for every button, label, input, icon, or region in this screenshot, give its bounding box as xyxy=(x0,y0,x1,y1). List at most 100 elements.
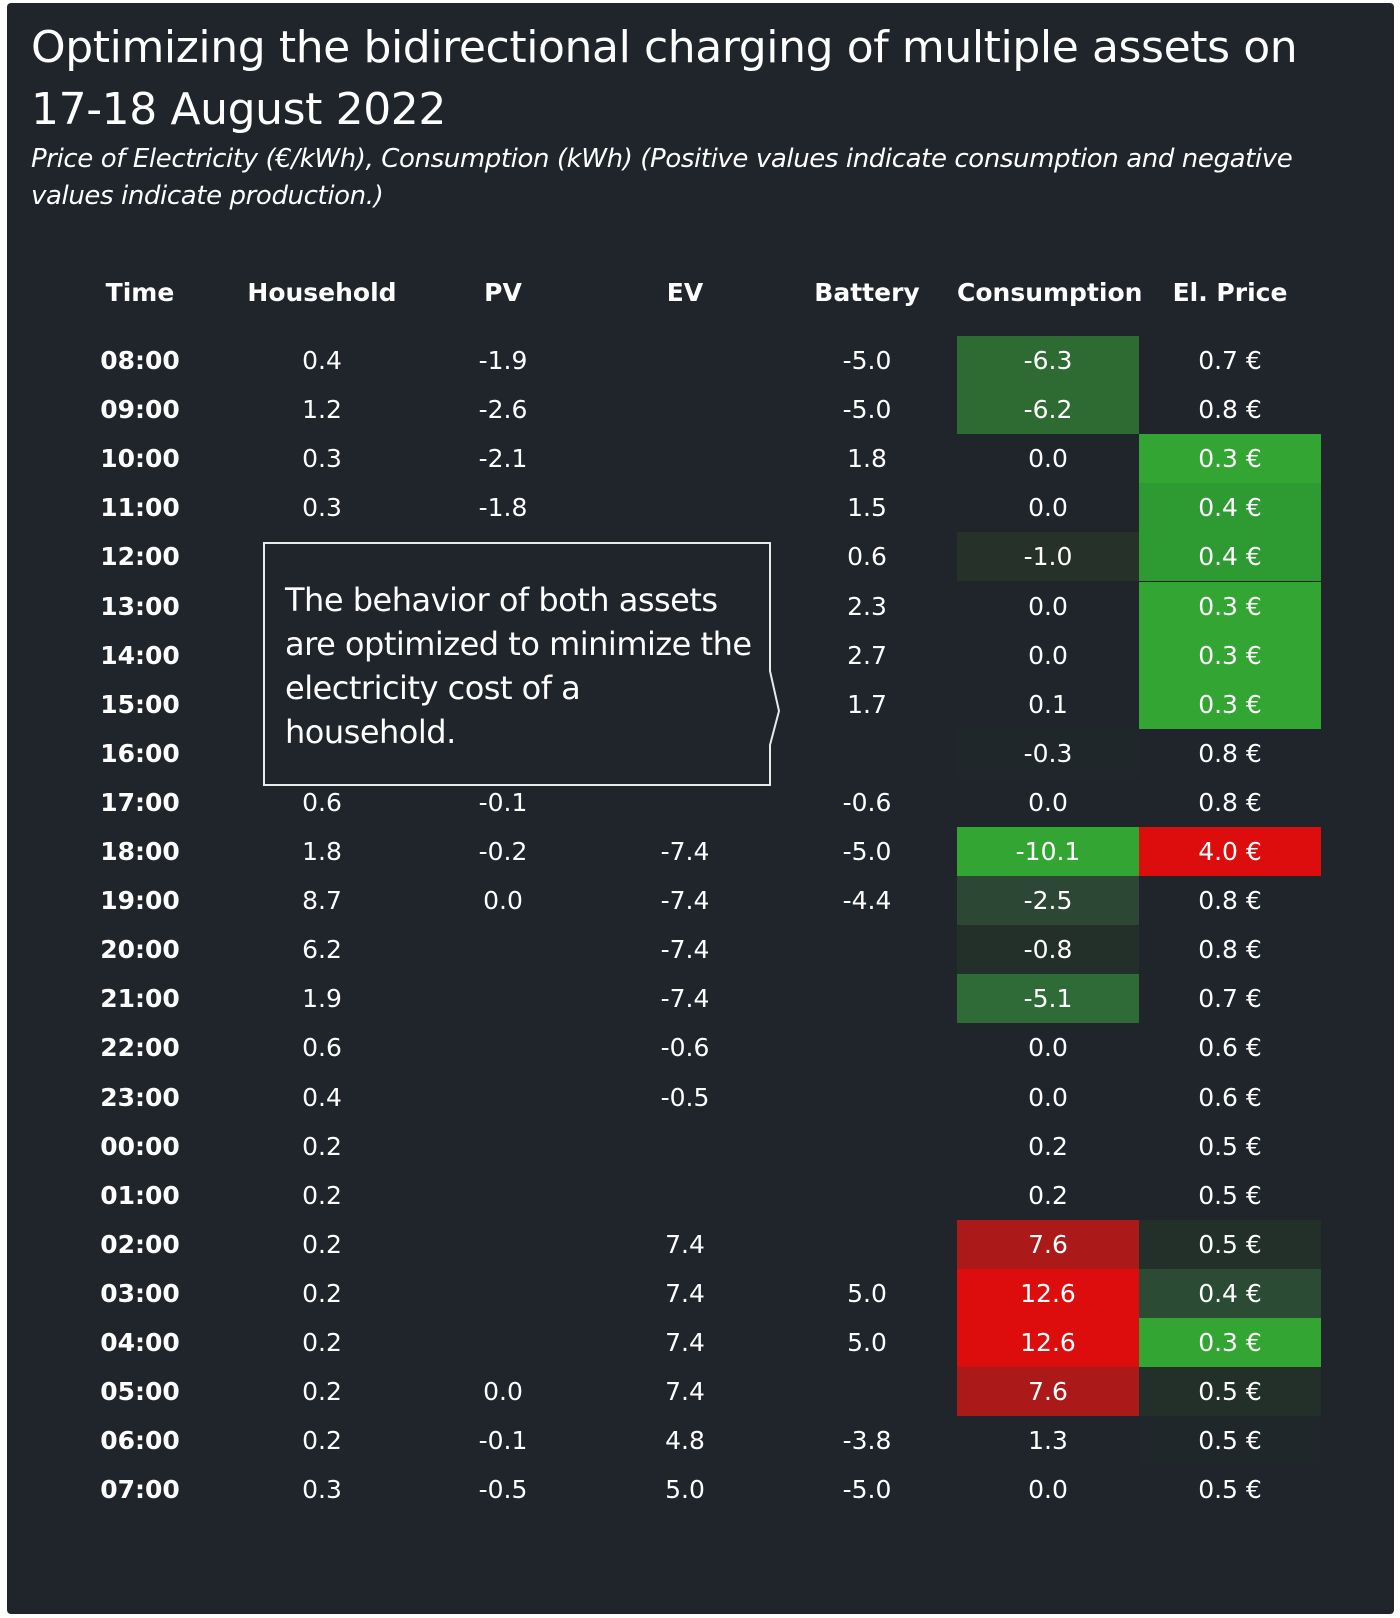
cell-battery xyxy=(776,1367,958,1416)
cell-pv: -2.1 xyxy=(478,444,528,473)
cell-household: 0.2 xyxy=(302,1230,342,1259)
cell-household: 0.3 xyxy=(302,444,342,473)
cell-household: 0.2 xyxy=(302,1132,342,1161)
cell-consumption: -10.1 xyxy=(957,827,1139,876)
cell-pv: 0.0 xyxy=(483,1377,523,1406)
annotation-text: The behavior of both assets are optimize… xyxy=(285,581,752,751)
cell-battery xyxy=(776,1073,958,1122)
cell-ev xyxy=(594,385,776,434)
chart-panel: Optimizing the bidirectional charging of… xyxy=(7,3,1394,1614)
cell-pv xyxy=(412,925,594,974)
row-time-label: 10:00 xyxy=(100,444,180,473)
cell-ev xyxy=(594,1122,776,1171)
row-time-label: 07:00 xyxy=(100,1475,180,1504)
cell-el-price: 0.3 € xyxy=(1139,631,1321,680)
column-header-household: Household xyxy=(247,278,397,307)
cell-consumption: 0.2 xyxy=(1028,1132,1068,1161)
cell-battery xyxy=(776,1122,958,1171)
row-time-label: 06:00 xyxy=(100,1426,180,1455)
cell-el-price: 0.5 € xyxy=(1139,1367,1321,1416)
cell-household: 0.4 xyxy=(302,346,342,375)
cell-el-price: 0.5 € xyxy=(1198,1475,1262,1504)
cell-ev xyxy=(594,434,776,483)
cell-household: 1.8 xyxy=(302,837,342,866)
row-time-label: 21:00 xyxy=(100,984,180,1013)
cell-el-price: 0.3 € xyxy=(1139,680,1321,729)
cell-el-price: 0.4 € xyxy=(1139,1269,1321,1318)
row-time-label: 17:00 xyxy=(100,788,180,817)
row-time-label: 04:00 xyxy=(100,1328,180,1357)
cell-battery: 5.0 xyxy=(847,1328,887,1357)
cell-ev: -0.6 xyxy=(660,1033,710,1062)
cell-el-price: 0.4 € xyxy=(1139,532,1321,581)
row-time-label: 11:00 xyxy=(100,493,180,522)
cell-consumption: 7.6 xyxy=(957,1367,1139,1416)
cell-consumption: 12.6 xyxy=(957,1269,1139,1318)
cell-el-price: 0.8 € xyxy=(1198,886,1262,915)
cell-battery: -4.4 xyxy=(842,886,892,915)
cell-household: 0.3 xyxy=(302,493,342,522)
row-time-label: 18:00 xyxy=(100,837,180,866)
cell-pv xyxy=(412,1220,594,1269)
cell-consumption: 0.2 xyxy=(1028,1181,1068,1210)
cell-consumption: 0.0 xyxy=(1028,1083,1068,1112)
cell-ev: -0.5 xyxy=(660,1083,710,1112)
cell-battery: -0.6 xyxy=(842,788,892,817)
cell-household: 1.2 xyxy=(302,395,342,424)
cell-el-price: 0.5 € xyxy=(1198,1132,1262,1161)
cell-pv: -2.6 xyxy=(478,395,528,424)
cell-ev: 7.4 xyxy=(665,1377,705,1406)
cell-el-price: 0.5 € xyxy=(1139,1220,1321,1269)
cell-household: 0.3 xyxy=(302,1475,342,1504)
cell-consumption: -0.3 xyxy=(957,729,1139,778)
cell-pv xyxy=(412,1318,594,1367)
cell-consumption: 0.0 xyxy=(1028,641,1068,670)
cell-pv: -0.2 xyxy=(478,837,528,866)
cell-ev: -7.4 xyxy=(660,935,710,964)
cell-pv xyxy=(412,1073,594,1122)
cell-consumption: 0.0 xyxy=(1028,592,1068,621)
row-time-label: 02:00 xyxy=(100,1230,180,1259)
cell-battery: 2.3 xyxy=(847,592,887,621)
cell-el-price: 0.6 € xyxy=(1198,1083,1262,1112)
row-time-label: 22:00 xyxy=(100,1033,180,1062)
heatmap-table: Time Household PV EV Battery Consumption El. P… xyxy=(7,3,1394,1614)
cell-el-price: 0.3 € xyxy=(1139,1318,1321,1367)
cell-ev: 4.8 xyxy=(665,1426,705,1455)
cell-pv: -0.1 xyxy=(478,788,528,817)
column-header-ev: EV xyxy=(666,278,704,307)
cell-consumption: 0.0 xyxy=(1028,444,1068,473)
row-time-label: 09:00 xyxy=(100,395,180,424)
cell-el-price: 4.0 € xyxy=(1139,827,1321,876)
cell-consumption: 0.0 xyxy=(1028,1033,1068,1062)
cell-el-price: 0.7 € xyxy=(1198,984,1262,1013)
cell-consumption: 0.1 xyxy=(1028,690,1068,719)
cell-ev: -7.4 xyxy=(660,886,710,915)
cell-ev xyxy=(594,778,776,827)
cell-battery xyxy=(776,1220,958,1269)
column-header-consumption: Consumption xyxy=(957,278,1143,307)
cell-household: 1.9 xyxy=(302,984,342,1013)
cell-household xyxy=(231,532,413,581)
cell-ev: -7.4 xyxy=(660,837,710,866)
chart-title: Optimizing the bidirectional charging of… xyxy=(31,22,1298,135)
cell-consumption: -0.8 xyxy=(957,925,1139,974)
cell-battery: 2.7 xyxy=(847,641,887,670)
cell-el-price: 0.8 € xyxy=(1198,739,1262,768)
cell-pv xyxy=(412,1122,594,1171)
cell-el-price: 0.6 € xyxy=(1198,1033,1262,1062)
cell-consumption: -6.2 xyxy=(957,385,1139,434)
cell-battery xyxy=(776,925,958,974)
cell-pv xyxy=(412,532,594,581)
column-header-time: Time xyxy=(105,278,175,307)
chart-subtitle: Price of Electricity (€/kWh), Consumptio… xyxy=(31,144,1293,211)
row-time-label: 19:00 xyxy=(100,886,180,915)
cell-battery: -5.0 xyxy=(842,346,892,375)
cell-battery xyxy=(776,1171,958,1220)
cell-el-price: 0.3 € xyxy=(1139,434,1321,483)
cell-el-price: 0.8 € xyxy=(1198,935,1262,964)
row-time-label: 23:00 xyxy=(100,1083,180,1112)
cell-consumption: -2.5 xyxy=(957,876,1139,925)
cell-consumption: -5.1 xyxy=(957,974,1139,1023)
cell-pv: 0.0 xyxy=(483,886,523,915)
